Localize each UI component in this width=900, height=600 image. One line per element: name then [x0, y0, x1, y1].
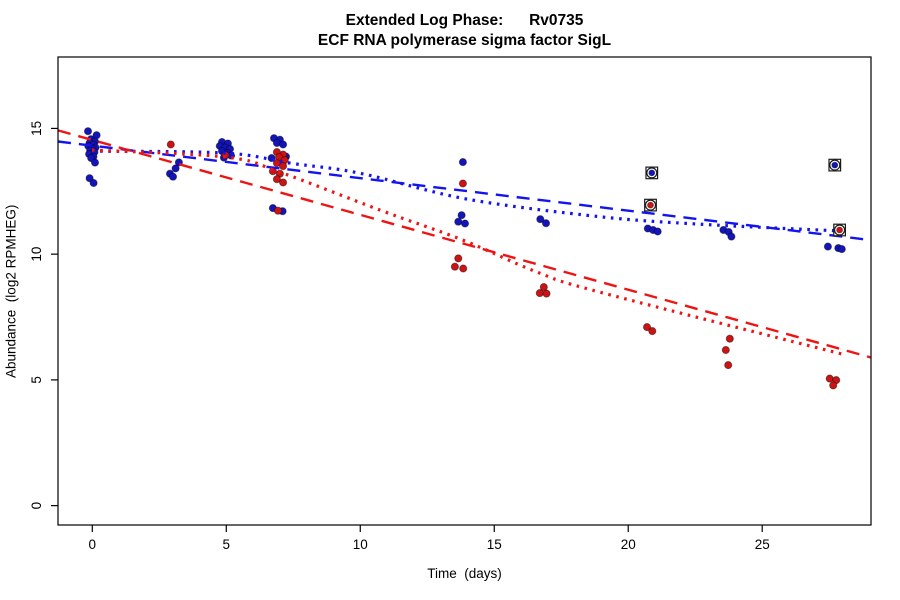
flagged-dot: [836, 226, 843, 234]
red-point: [721, 345, 730, 355]
x-tick-label: 25: [755, 537, 770, 552]
x-axis-label: Time (days): [427, 566, 502, 581]
blue-point: [823, 242, 832, 251]
blue-point: [837, 245, 846, 254]
blue-point: [727, 232, 736, 241]
red-point: [542, 289, 551, 298]
red-point: [272, 159, 281, 168]
red-point: [279, 162, 288, 171]
flagged-dot: [647, 201, 654, 209]
blue-point: [457, 211, 466, 220]
blue-point: [653, 227, 662, 236]
flagged-dot: [648, 169, 656, 177]
blue-point: [458, 158, 467, 167]
x-tick-label: 10: [353, 537, 368, 552]
red-flagged-point: [833, 223, 846, 237]
red-point: [724, 361, 733, 370]
blue-point: [541, 219, 551, 228]
blue-flagged-point: [645, 166, 659, 180]
blue-dashed-fit: [57, 140, 872, 242]
red-flagged-point: [644, 198, 657, 212]
blue-point: [85, 174, 94, 183]
red-point: [272, 175, 281, 184]
blue-point: [454, 217, 463, 226]
blue-flagged-point: [828, 158, 842, 172]
fit-lines-layer: [57, 129, 872, 359]
blue-point: [171, 164, 180, 173]
x-tick-label: 5: [223, 537, 231, 552]
red-point: [273, 206, 283, 215]
y-tick-label: 5: [29, 376, 44, 384]
red-point: [725, 334, 734, 343]
blue-dotted-fit: [91, 149, 842, 233]
blue-point: [90, 158, 100, 167]
blue-point: [89, 178, 98, 188]
red-point: [454, 254, 463, 263]
y-tick-label: 15: [29, 121, 44, 136]
flagged-dot: [831, 161, 839, 169]
red-point: [166, 140, 175, 149]
blue-point: [279, 140, 288, 149]
blue-point: [536, 215, 545, 224]
red-point: [459, 264, 468, 273]
red-point: [829, 381, 838, 390]
red-point: [539, 283, 548, 292]
red-point: [535, 289, 544, 298]
blue-point: [83, 127, 93, 136]
red-point: [825, 374, 834, 383]
x-tick-label: 20: [621, 537, 636, 552]
chart-title: Extended Log Phase: Rv0735: [345, 12, 584, 29]
blue-point: [460, 219, 470, 228]
red-point: [450, 262, 459, 271]
blue-point: [168, 172, 178, 181]
y-axis-label: Abundance (log2 RPMHEG): [3, 204, 19, 378]
data-points-layer: [83, 127, 846, 390]
red-dotted-fit: [91, 148, 843, 356]
axes-layer: 0 5 10 15 20 25 0 5 10 15: [29, 56, 872, 552]
x-tick-label: 15: [487, 537, 502, 552]
y-tick-label: 10: [29, 247, 44, 262]
y-tick-label: 0: [29, 502, 44, 510]
flagged-points-layer: [644, 158, 846, 237]
red-point: [648, 327, 657, 336]
red-point: [458, 179, 467, 188]
red-dashed-fit: [57, 129, 872, 359]
x-tick-label: 0: [89, 537, 97, 552]
red-point: [642, 323, 652, 332]
chart-subtitle: ECF RNA polymerase sigma factor SigL: [317, 32, 612, 49]
red-point: [279, 178, 288, 187]
plot-box: [57, 56, 872, 526]
